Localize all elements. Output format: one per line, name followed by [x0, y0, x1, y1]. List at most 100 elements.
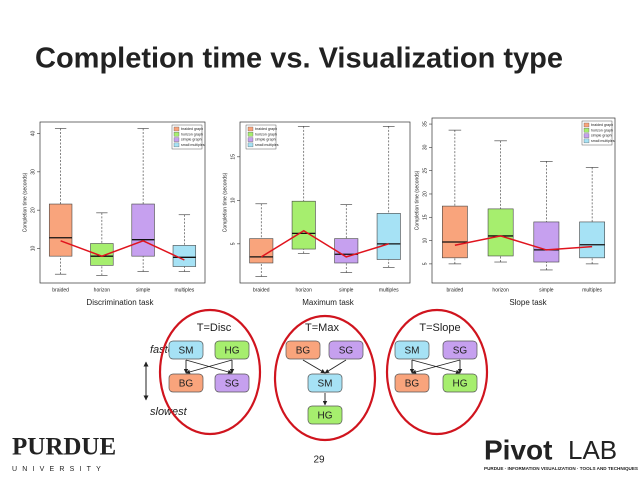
- task-label: Maximum task: [302, 298, 355, 307]
- node-box: [442, 373, 478, 393]
- node-box: [328, 340, 364, 360]
- node-label: SM: [405, 346, 420, 357]
- y-tick-label: 5: [422, 262, 428, 265]
- highlight-ellipse: [158, 308, 262, 436]
- node-box: [307, 373, 343, 393]
- node-box: [442, 340, 478, 360]
- x-tick-label: braided: [52, 287, 69, 293]
- task-label: Slope task: [509, 298, 547, 307]
- legend-swatch: [173, 137, 180, 142]
- box: [376, 213, 401, 260]
- node-label: SG: [225, 379, 240, 390]
- diagram-title: T=Slope: [419, 322, 460, 334]
- y-axis-label: Completion time (seconds): [222, 172, 228, 232]
- legend-entry: simple graph: [591, 134, 612, 138]
- node-box: [214, 340, 250, 360]
- x-tick-label: multiples: [582, 287, 602, 293]
- y-tick-label: 20: [30, 207, 36, 213]
- node-label: BG: [405, 379, 420, 390]
- x-tick-label: braided: [253, 287, 270, 293]
- y-tick-label: 5: [230, 242, 236, 245]
- box: [579, 221, 606, 259]
- y-tick-label: 10: [422, 238, 428, 244]
- tagline: PURDUE · INFORMATION VISUALIZATION · TOO…: [484, 466, 638, 471]
- box: [334, 238, 359, 264]
- order-arrow: [411, 359, 461, 375]
- legend-entry: horizon graph: [255, 132, 277, 136]
- legend-entry: small multiples: [181, 143, 205, 147]
- x-tick-label: simple: [136, 287, 151, 293]
- legend-entry: braided graph: [255, 127, 277, 131]
- university-logo: UNIVERSITY: [12, 466, 106, 473]
- box: [291, 200, 316, 250]
- x-tick-label: horizon: [492, 287, 509, 293]
- legend-swatch: [583, 138, 590, 144]
- y-tick-label: 20: [422, 191, 428, 197]
- legend-swatch: [583, 133, 590, 138]
- y-tick-label: 30: [422, 144, 428, 150]
- legend-swatch: [583, 128, 590, 133]
- node-box: [168, 373, 204, 393]
- legend-swatch: [583, 122, 590, 128]
- node-box: [394, 340, 430, 360]
- legend-entry: small multiples: [255, 143, 279, 147]
- plot-frame: [39, 121, 206, 284]
- node-box: [285, 340, 321, 360]
- legend-swatch: [173, 132, 180, 137]
- box: [48, 203, 73, 257]
- x-tick-label: horizon: [94, 287, 111, 293]
- legend-swatch: [173, 126, 180, 132]
- x-tick-label: simple: [339, 287, 354, 293]
- lab-logo: LAB: [568, 435, 617, 465]
- node-label: SG: [339, 346, 354, 357]
- node-label: BG: [179, 379, 194, 390]
- order-arrow: [185, 359, 233, 375]
- y-axis-label: Completion time (seconds): [414, 170, 420, 230]
- node-box: [394, 373, 430, 393]
- y-tick-label: 15: [230, 154, 236, 160]
- y-tick-label: 30: [30, 169, 36, 175]
- x-tick-label: braided: [447, 287, 464, 293]
- y-axis-label: Completion time (seconds): [22, 172, 28, 232]
- legend-entry: horizon graph: [181, 132, 203, 136]
- slowest-label: slowest: [150, 406, 188, 418]
- legend-entry: braided graph: [591, 123, 613, 127]
- legend-swatch: [247, 137, 254, 142]
- task-label: Discrimination task: [86, 298, 154, 307]
- y-tick-label: 40: [30, 131, 36, 137]
- highlight-ellipse: [273, 314, 377, 442]
- box: [487, 208, 514, 257]
- y-tick-label: 10: [230, 197, 236, 203]
- plot-frame: [431, 117, 616, 284]
- legend-swatch: [247, 142, 254, 148]
- page-number: 29: [313, 455, 325, 466]
- node-label: SM: [318, 379, 333, 390]
- order-arrow: [324, 359, 347, 374]
- legend-entry: simple graph: [181, 138, 202, 142]
- box: [533, 221, 560, 263]
- box: [441, 205, 468, 259]
- highlight-ellipse: [385, 308, 489, 436]
- order-arrow: [302, 359, 326, 374]
- diagram-title: T=Disc: [197, 322, 232, 334]
- y-tick-label: 35: [422, 121, 428, 127]
- legend-swatch: [173, 142, 180, 148]
- node-label: BG: [296, 346, 311, 357]
- y-tick-label: 10: [30, 246, 36, 252]
- node-label: HG: [225, 346, 240, 357]
- legend-entry: braided graph: [181, 127, 203, 131]
- node-box: [168, 340, 204, 360]
- pivot-logo: Pivot: [484, 434, 552, 465]
- x-tick-label: horizon: [296, 287, 313, 293]
- purdue-logo: PURDUE: [12, 434, 116, 461]
- mean-line: [60, 240, 185, 261]
- node-label: SG: [453, 346, 468, 357]
- plot-frame: [239, 121, 411, 284]
- node-box: [307, 405, 343, 425]
- legend-entry: small multiples: [591, 139, 615, 143]
- box: [249, 238, 274, 264]
- legend-entry: simple graph: [255, 138, 276, 142]
- node-label: HG: [453, 379, 468, 390]
- x-tick-label: multiples: [379, 287, 399, 293]
